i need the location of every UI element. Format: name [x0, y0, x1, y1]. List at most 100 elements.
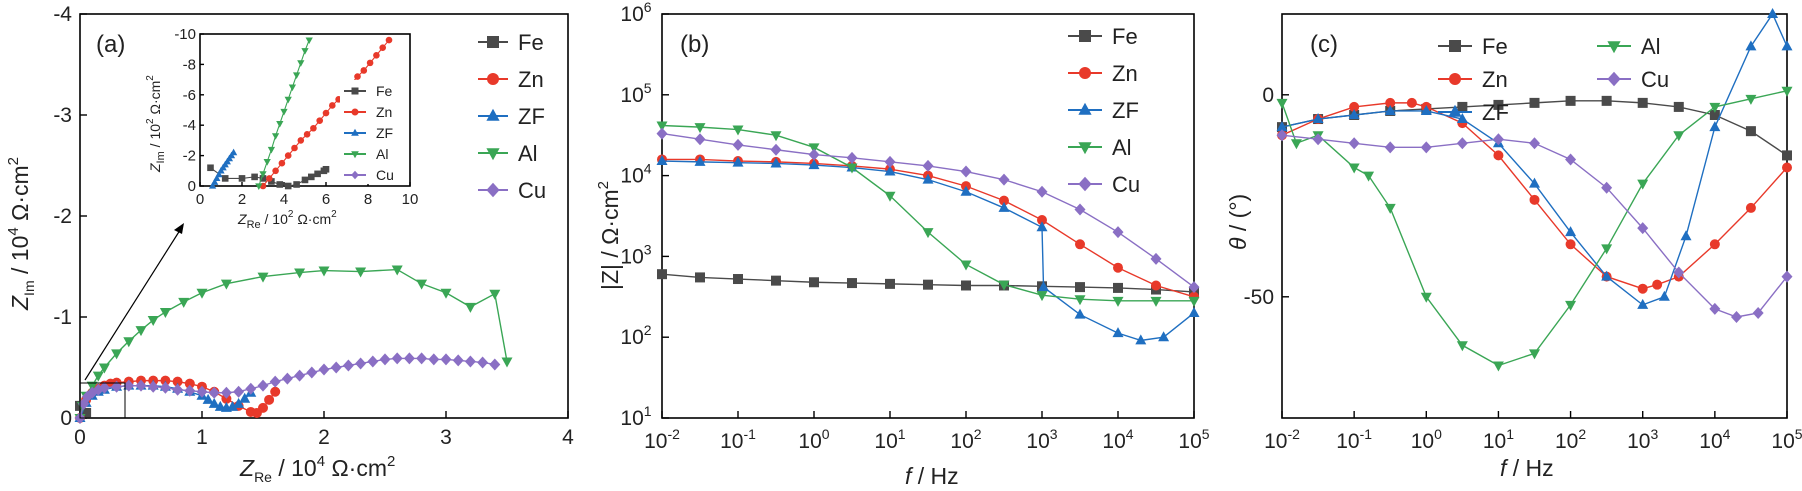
panel-b-point-zf-6 [884, 165, 896, 176]
inset-x-tick-label-2: 4 [280, 191, 288, 208]
panel-a-point-cu-36 [477, 356, 489, 369]
panel-a-point-cu-27 [367, 355, 379, 368]
panel-a-x-tick-label-0: 0 [74, 426, 86, 449]
panel-a-point-cu-10 [159, 381, 171, 394]
panel-a-legend-label-fe: Fe [518, 30, 544, 55]
panel-a-x-tick-label-3: 3 [440, 426, 452, 449]
panel-b-point-al-11 [1074, 295, 1086, 306]
panel-b-label: (b) [680, 31, 709, 58]
inset-point-fe-4 [259, 175, 267, 182]
panel-b-point-fe-7 [923, 279, 933, 290]
panel-b-point-cu-4 [808, 148, 820, 161]
panel-c-line-cu [1281, 134, 1788, 318]
inset-point-zn-20 [385, 36, 393, 44]
panel-b-point-fe-3 [771, 275, 781, 286]
panel-b-point-cu-14 [1188, 281, 1200, 294]
panel-c-col1-legend-marker-zf [1448, 104, 1462, 117]
panel-a-point-al-10 [159, 307, 171, 318]
panel-b-point-zf-11 [1038, 281, 1050, 292]
panel-c-x-title: f / Hz [1500, 455, 1554, 481]
panel-c-x-tick-label-6: 104 [1699, 426, 1730, 453]
panel-c-point-fe-13 [1745, 126, 1756, 137]
panel-a-point-cu-14 [208, 386, 220, 399]
panel-c-x-tick-label-4: 102 [1555, 426, 1586, 453]
panel-c-point-zf-4 [1420, 104, 1432, 115]
panel-a-x-tick-label-4: 4 [562, 426, 574, 449]
panel-c-x-tick-label-3: 101 [1483, 426, 1514, 453]
panel-b-point-cu-13 [1150, 252, 1162, 265]
panel-a-point-zf-18 [233, 397, 245, 408]
panel-c-point-zf-9 [1601, 270, 1613, 281]
panel-c-point-zn-4 [1406, 97, 1417, 108]
panel-c-point-al-7 [1456, 341, 1468, 352]
panel-a-point-zf-13 [202, 393, 214, 404]
panel-a-point-zf-14 [208, 397, 220, 408]
panel-c-point-cu-11 [1673, 266, 1685, 279]
inset-x-title: ZRe / 102 Ω·cm2 [237, 209, 337, 231]
panel-b-point-cu-0 [656, 127, 668, 140]
panel-b-point-zf-16 [1188, 306, 1200, 317]
panel-a-legend-marker-cu [486, 182, 500, 198]
panel-b-x-tick-label-2: 100 [798, 426, 829, 453]
panel-b-y-tick-label-3: 104 [620, 161, 651, 188]
panel-a-point-zn-20 [264, 394, 275, 405]
panel-b-point-al-7 [922, 228, 934, 239]
inset-point-zn-1 [266, 175, 273, 182]
panel-c-x-tick-label-0: 10-2 [1264, 426, 1300, 453]
inset-y-tick-label-0: 0 [188, 178, 196, 195]
panel-a-zoom-arrowhead [174, 223, 184, 234]
inset-point-zn-8 [310, 124, 317, 132]
panel-b-point-cu-11 [1074, 203, 1086, 216]
panel-b-x-tick-label-5: 103 [1026, 426, 1057, 453]
inset-point-al-9 [292, 72, 301, 79]
panel-c-col2-legend-marker-al [1607, 41, 1621, 54]
panel-c-point-zf-5 [1456, 113, 1468, 124]
inset-y-tick-label-4: -8 [183, 56, 196, 73]
panel-a-point-al-18 [391, 265, 403, 276]
panel-a-point-al-15 [294, 268, 306, 279]
panel-a-point-cu-11 [172, 383, 184, 396]
panel-a-x-title: ZRe / 104 Ω·cm2 [239, 453, 395, 485]
panel-c-point-fe-5 [1457, 101, 1468, 112]
panel-a-point-al-6 [111, 349, 123, 360]
panel-b-legend-marker-cu [1078, 176, 1092, 192]
inset-point-fe-8 [293, 181, 300, 188]
panel-a-x-tick-label-1: 1 [196, 426, 208, 449]
panel-b-series [656, 121, 1200, 345]
panel-a-point-cu-34 [452, 354, 464, 367]
panel-b-y-tick-label-1: 102 [620, 322, 651, 349]
panel-c-point-zf-13 [1709, 121, 1721, 132]
panel-a-point-cu-13 [196, 385, 208, 398]
inset-point-zn-2 [272, 167, 279, 175]
panel-a-point-cu-22 [306, 366, 318, 379]
panel-a-zoom-arrow [84, 226, 183, 381]
panel-a-legend-label-al: Al [518, 141, 538, 166]
inset-y-tick-label-2: -4 [183, 117, 196, 134]
inset-legend-label-al: Al [376, 146, 388, 162]
inset-legend-marker-zf [351, 128, 359, 136]
inset-point-zn-11 [329, 102, 336, 109]
panel-a-point-al-9 [147, 316, 159, 327]
panel-a-point-cu-33 [440, 353, 452, 366]
panel-b-point-zn-11 [1075, 239, 1085, 250]
panel-a: (a) 0 1 2 3 4 0 -1 -2 -3 -4 ZRe / 104 Ω·cm2 ZIm … [5, 3, 574, 485]
panel-b-point-fe-2 [733, 274, 743, 285]
panel-b-point-al-0 [656, 121, 668, 132]
panel-a-zoom-box [79, 382, 126, 419]
inset-legend-marker-al [351, 151, 359, 159]
inset-point-al-12 [305, 37, 313, 45]
panel-b-point-fe-1 [695, 272, 705, 283]
inset-y-tick-label-5: -10 [174, 26, 196, 43]
panel-c-y-tick-label-0: 0 [1262, 84, 1274, 107]
panel-a-point-cu-26 [355, 357, 367, 370]
panel-b-point-fe-0 [657, 269, 667, 280]
panel-a-point-cu-18 [257, 379, 269, 392]
panel-c-point-cu-4 [1420, 141, 1432, 154]
panel-c-point-cu-6 [1492, 133, 1504, 146]
panel-a-point-al-20 [440, 288, 452, 299]
panel-a-point-cu-35 [464, 355, 476, 368]
panel-c-point-al-6 [1420, 292, 1432, 303]
panel-c-point-al-11 [1601, 244, 1613, 255]
panel-b-y-tick-label-0: 101 [620, 403, 651, 430]
panel-a-point-cu-20 [281, 372, 293, 385]
